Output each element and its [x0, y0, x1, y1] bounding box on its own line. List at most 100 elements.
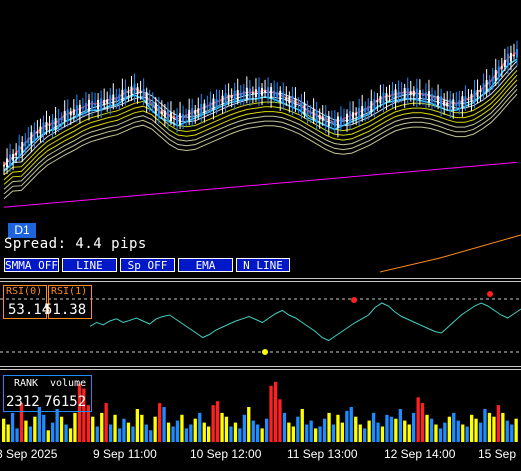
- volume-info-box[interactable]: [3, 375, 92, 412]
- candle-body: [57, 118, 60, 125]
- candle-body: [218, 101, 221, 103]
- candle-body: [461, 96, 464, 108]
- volume-bar: [425, 414, 429, 442]
- candle-body: [309, 112, 312, 115]
- volume-bar: [305, 424, 309, 442]
- volume-bar: [380, 426, 385, 442]
- volume-bar: [287, 422, 291, 442]
- candle-body: [491, 77, 494, 82]
- volume-bar: [434, 424, 438, 442]
- rsi-0-box[interactable]: [3, 285, 47, 319]
- candle-body: [160, 111, 163, 115]
- volume-bar: [113, 414, 117, 442]
- volume-bar: [487, 412, 492, 442]
- volume-bar: [291, 426, 295, 442]
- candle-body: [394, 89, 397, 101]
- candle-body: [136, 87, 139, 95]
- volume-bar: [309, 420, 313, 442]
- ma-ribbon-line: [3, 65, 518, 171]
- candle-body: [121, 89, 124, 102]
- candle-body: [12, 154, 15, 161]
- candle-body: [476, 90, 479, 97]
- panel-divider-top[interactable]: [0, 278, 521, 279]
- volume-bar: [336, 414, 340, 442]
- volume-bar: [452, 412, 456, 442]
- volume-bar: [100, 412, 104, 442]
- candle-body: [488, 80, 491, 86]
- volume-bar: [265, 418, 269, 442]
- candle-body: [339, 116, 342, 125]
- candle-body: [209, 102, 212, 110]
- volume-bar: [117, 428, 122, 442]
- candle-body: [500, 66, 503, 69]
- sp-toggle-button[interactable]: Sp OFF: [120, 258, 175, 272]
- volume-bar: [367, 420, 371, 442]
- candle-body: [382, 92, 385, 105]
- candle-body: [81, 107, 84, 109]
- line-button[interactable]: LINE: [62, 258, 117, 272]
- volume-bar: [211, 405, 215, 442]
- candle-body: [166, 109, 169, 122]
- ma-ribbon-line: [3, 79, 518, 185]
- volume-bar: [220, 412, 224, 442]
- candle-body: [482, 83, 485, 94]
- volume-bar: [269, 385, 273, 442]
- smma-toggle-button[interactable]: SMMA OFF: [4, 258, 59, 272]
- candle-body: [464, 96, 467, 105]
- volume-bar: [389, 416, 394, 442]
- volume-bar: [149, 430, 153, 442]
- candle-body: [100, 98, 103, 110]
- candle-body: [154, 102, 157, 114]
- date-label-3: 11 Sep 13:00: [287, 447, 358, 461]
- volume-bar: [318, 426, 322, 442]
- volume-bar: [28, 426, 32, 442]
- candle-body: [169, 112, 172, 121]
- panel-divider-bottom[interactable]: [0, 366, 521, 367]
- candle-body: [446, 102, 449, 107]
- candle-body: [84, 102, 87, 111]
- volume-bar: [2, 418, 6, 442]
- candle-body: [97, 99, 100, 110]
- volume-bar: [403, 420, 407, 442]
- volume-bar: [37, 407, 41, 442]
- volume-bar: [166, 422, 171, 442]
- candle-body: [230, 95, 233, 99]
- candle-body: [288, 97, 291, 104]
- candle-body: [479, 89, 482, 92]
- candle-body: [506, 53, 509, 66]
- candle-body: [400, 92, 403, 96]
- candle-body: [440, 96, 443, 108]
- volume-bar: [358, 424, 362, 442]
- volume-bar: [314, 428, 318, 442]
- volume-bar: [483, 409, 487, 442]
- n-line-button[interactable]: N_LINE: [236, 258, 290, 272]
- candle-body: [157, 105, 160, 116]
- candle-body: [145, 92, 148, 104]
- volume-bar: [492, 416, 496, 442]
- trend-line: [3, 51, 518, 165]
- candle-body: [179, 113, 182, 125]
- volume-bar: [51, 422, 55, 442]
- rsi-1-box[interactable]: [48, 285, 92, 319]
- volume-bar: [202, 422, 206, 442]
- candle-body: [24, 141, 27, 147]
- candle-body: [39, 126, 42, 134]
- candle-body: [494, 70, 497, 81]
- candle-body: [458, 100, 461, 107]
- timeframe-badge[interactable]: D1: [8, 223, 36, 238]
- candle-body: [327, 116, 330, 127]
- volume-bar: [376, 422, 380, 442]
- candle-body: [15, 152, 18, 156]
- volume-bar: [371, 412, 376, 442]
- volume-bar: [122, 418, 126, 442]
- candle-body: [427, 91, 430, 103]
- volume-bar: [86, 405, 90, 442]
- candle-body: [503, 60, 506, 67]
- candle-body: [69, 111, 72, 116]
- ema-button[interactable]: EMA: [178, 258, 233, 272]
- date-label-5: 15 Sep: [478, 447, 517, 461]
- candle-body: [294, 98, 297, 108]
- date-label-0: 8 Sep 2025: [0, 447, 58, 461]
